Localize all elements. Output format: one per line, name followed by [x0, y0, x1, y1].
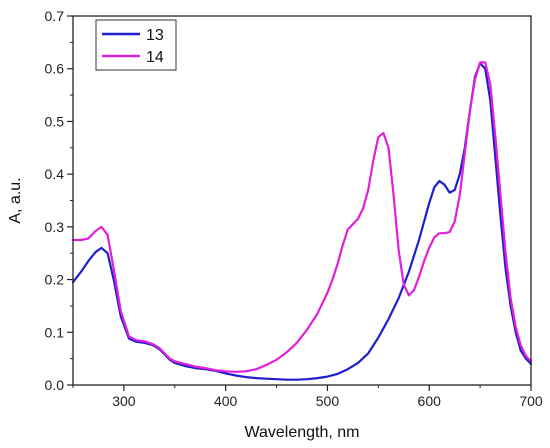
legend-label-13: 13: [146, 27, 164, 44]
x-tick-label: 500: [316, 393, 340, 409]
legend-box: [95, 19, 177, 71]
x-tick-label: 300: [112, 393, 136, 409]
y-axis-ticks: 0.0 0.1 0.2 0.3 0.4 0.5 0.6 0.7: [45, 8, 73, 393]
x-tick-label: 700: [519, 393, 543, 409]
series-layer: [71, 61, 533, 381]
y-tick-label: 0.0: [45, 377, 65, 393]
y-tick-label: 0.2: [45, 272, 65, 288]
y-axis-title: A, a.u.: [7, 177, 24, 223]
y-tick-label: 0.7: [45, 8, 65, 24]
y-tick-label: 0.1: [45, 324, 65, 340]
legend-label-14: 14: [146, 49, 164, 66]
x-tick-label: 400: [214, 393, 238, 409]
y-tick-label: 0.3: [45, 219, 65, 235]
x-axis-title: Wavelength, nm: [244, 424, 359, 441]
y-tick-label: 0.4: [45, 166, 65, 182]
y-tick-label: 0.5: [45, 113, 65, 129]
y-tick-label: 0.6: [45, 61, 65, 77]
plot-frame: [72, 15, 532, 386]
x-axis-ticks: 300 400 500 600 700: [72, 385, 543, 409]
x-tick-label: 600: [418, 393, 442, 409]
legend: 13 14: [95, 19, 177, 71]
series-line-14: [71, 61, 533, 373]
series-line-13: [71, 62, 533, 381]
